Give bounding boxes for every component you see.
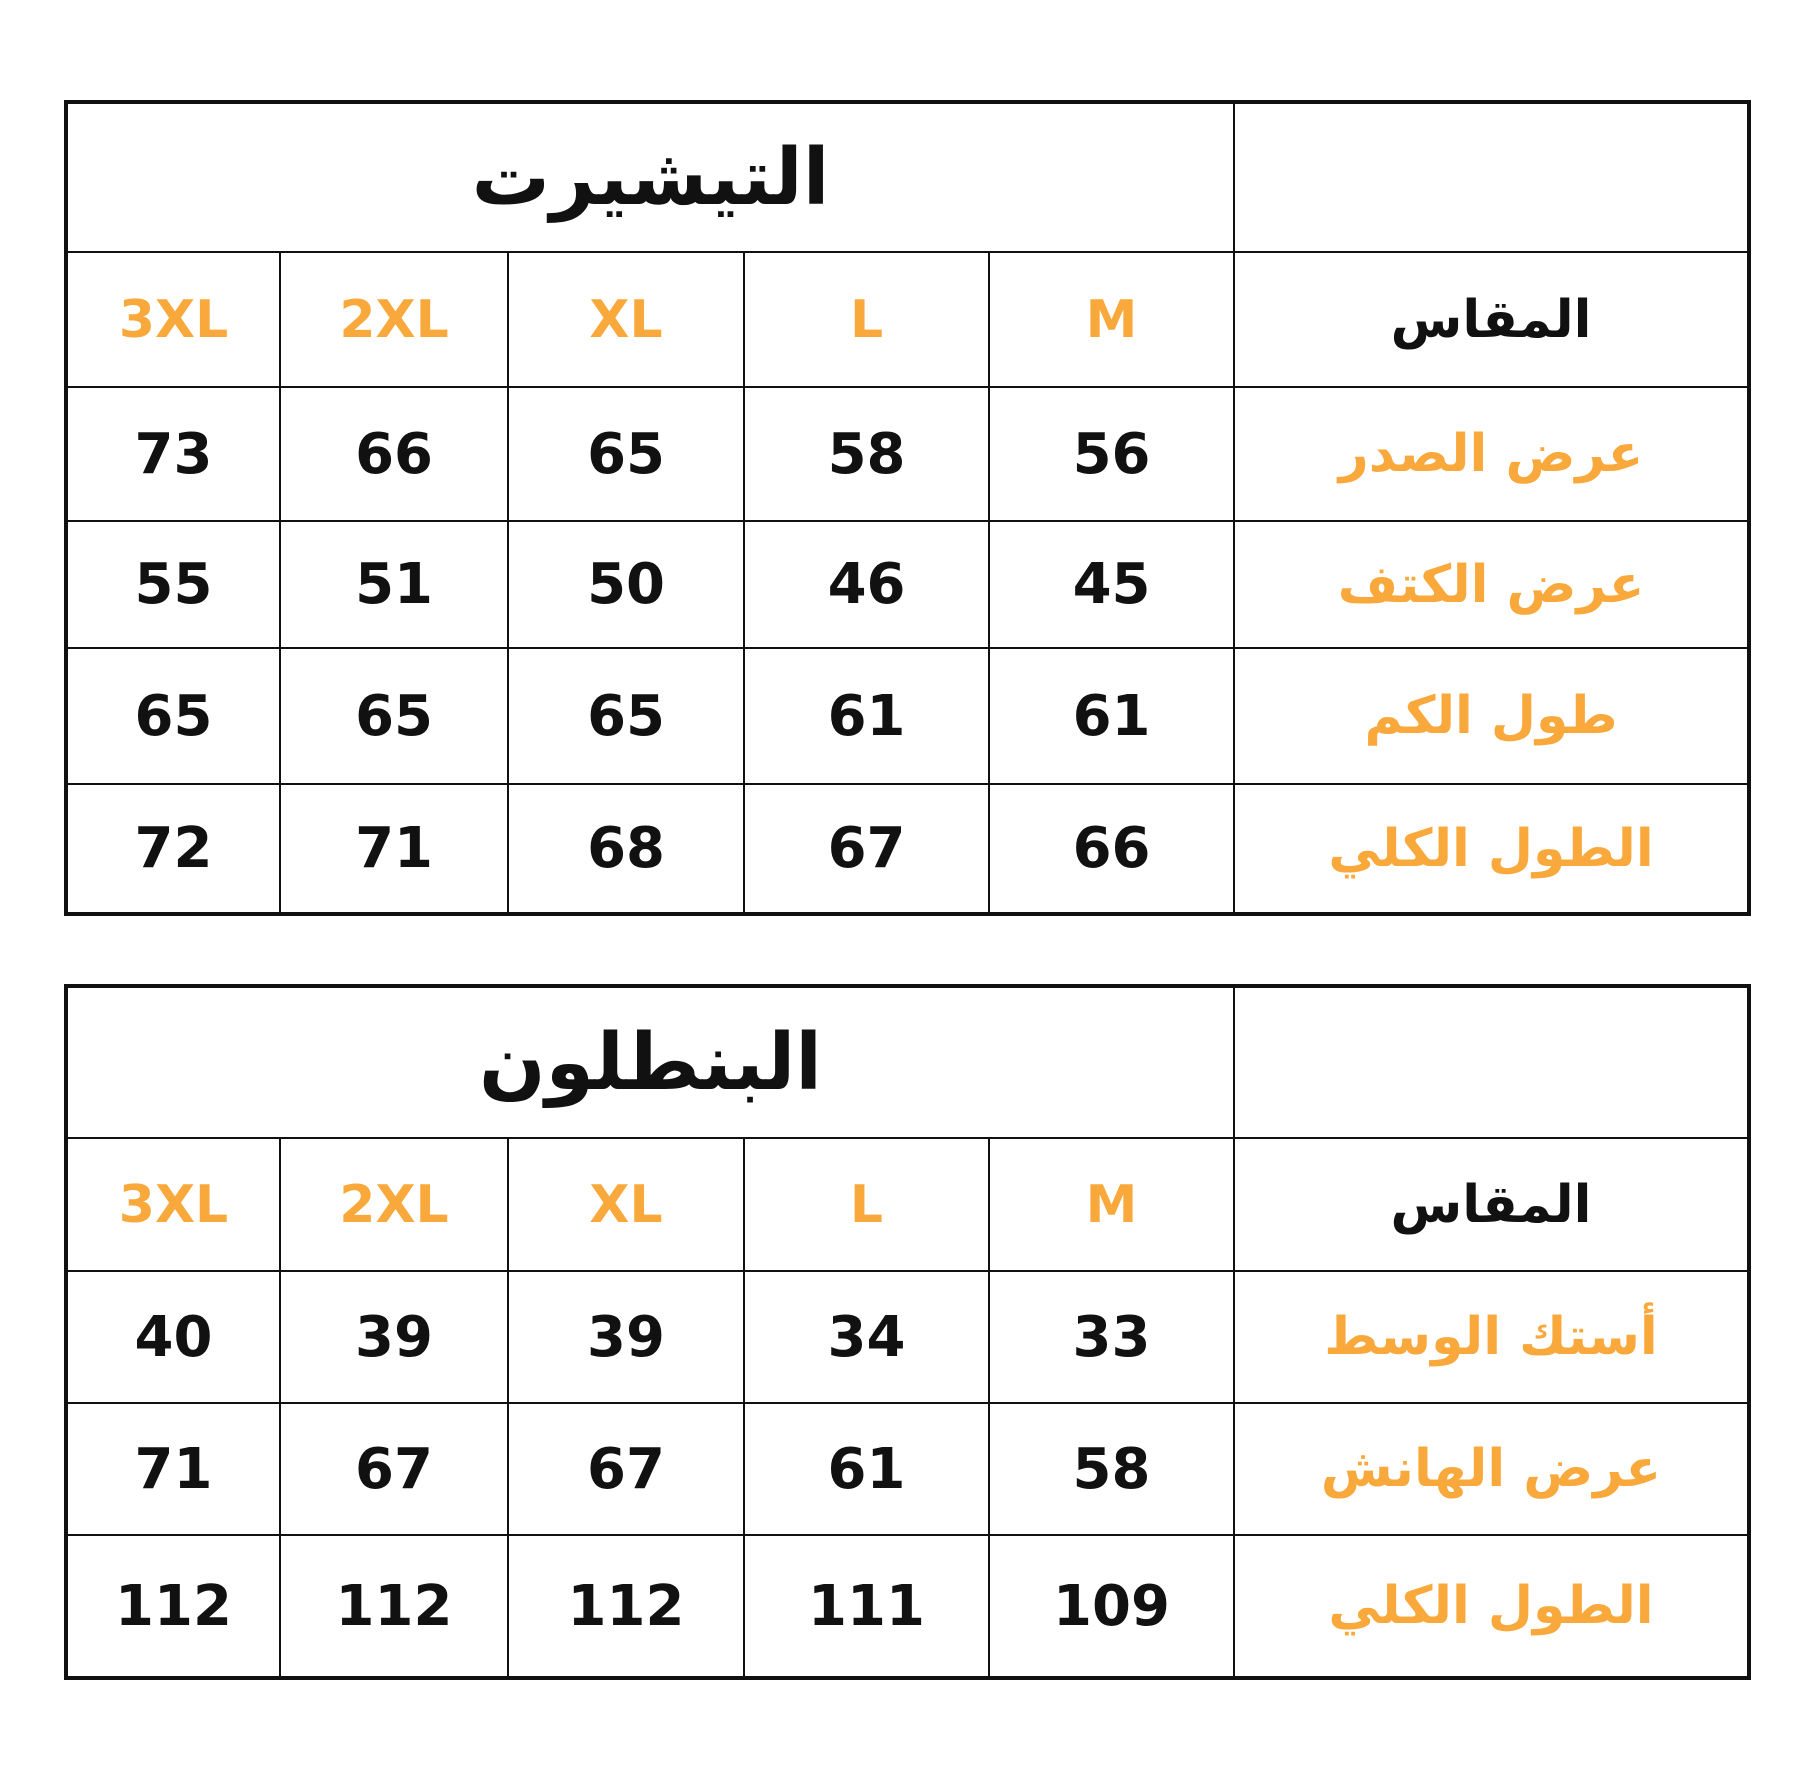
measure-value: 65	[507, 647, 746, 785]
measure-value: 109	[988, 1534, 1235, 1679]
pants-size-table: البنطلون المقاس M L XL 2XL 3XL أستك الوسط 33 34 39…	[64, 984, 1751, 1680]
title-row: التيشيرت	[64, 101, 1751, 253]
size-header: 2XL	[279, 1137, 509, 1272]
measure-value: 34	[743, 1270, 990, 1404]
row-label: الطول الكلي	[1233, 1534, 1750, 1679]
measure-value: 111	[743, 1534, 990, 1679]
measure-value: 66	[988, 783, 1236, 915]
measure-label: المقاس	[1233, 1137, 1750, 1272]
row-label: عرض الصدر	[1233, 386, 1751, 522]
measure-value: 39	[507, 1270, 745, 1404]
measure-value: 33	[988, 1270, 1235, 1404]
size-header-row: المقاس M L XL 2XL 3XL	[65, 1137, 1750, 1272]
size-header: XL	[507, 251, 746, 388]
measure-value: 40	[65, 1270, 281, 1404]
measure-value: 65	[279, 647, 510, 785]
measure-value: 67	[279, 1402, 509, 1536]
measure-value: 71	[279, 783, 510, 915]
measure-value: 58	[988, 1402, 1235, 1536]
row-label: طول الكم	[1233, 647, 1751, 785]
size-header: 2XL	[279, 251, 510, 388]
size-header: 3XL	[65, 1137, 281, 1272]
measure-value: 66	[279, 386, 510, 522]
table-title: التيشيرت	[64, 101, 1236, 253]
measure-value: 45	[988, 520, 1236, 649]
size-header: M	[988, 251, 1236, 388]
tshirt-size-table: التيشيرت المقاس M L XL 2XL 3XL عرض الصدر 56 58 65 6…	[64, 100, 1752, 916]
size-header-row: المقاس M L XL 2XL 3XL	[64, 251, 1751, 388]
table-title: البنطلون	[65, 985, 1235, 1139]
row-label: عرض الكتف	[1233, 520, 1751, 649]
measure-value: 56	[988, 386, 1236, 522]
table-row: الطول الكلي 66 67 68 71 72	[64, 783, 1751, 915]
measure-value: 61	[988, 647, 1236, 785]
measure-value: 65	[507, 386, 746, 522]
measure-value: 68	[507, 783, 746, 915]
measure-value: 55	[64, 520, 282, 649]
measure-value: 67	[507, 1402, 745, 1536]
measure-value: 112	[65, 1534, 281, 1679]
measure-value: 112	[507, 1534, 745, 1679]
measure-value: 61	[743, 1402, 990, 1536]
size-header: L	[743, 1137, 990, 1272]
size-header: L	[743, 251, 991, 388]
table-row: أستك الوسط 33 34 39 39 40	[65, 1270, 1750, 1404]
table-row: عرض الكتف 45 46 50 51 55	[64, 520, 1751, 649]
row-label: الطول الكلي	[1233, 783, 1751, 915]
table-row: الطول الكلي 109 111 112 112 112	[65, 1534, 1750, 1679]
row-label: عرض الهانش	[1233, 1402, 1750, 1536]
measure-value: 72	[64, 783, 282, 915]
measure-value: 58	[743, 386, 991, 522]
measure-value: 67	[743, 783, 991, 915]
measure-value: 112	[279, 1534, 509, 1679]
size-header: M	[988, 1137, 1235, 1272]
measure-value: 61	[743, 647, 991, 785]
empty-header-cell	[1233, 101, 1751, 253]
measure-value: 51	[279, 520, 510, 649]
size-header: 3XL	[64, 251, 282, 388]
measure-value: 71	[65, 1402, 281, 1536]
measure-label: المقاس	[1233, 251, 1751, 388]
table-row: عرض الصدر 56 58 65 66 73	[64, 386, 1751, 522]
size-header: XL	[507, 1137, 745, 1272]
measure-value: 50	[507, 520, 746, 649]
empty-header-cell	[1233, 985, 1750, 1139]
row-label: أستك الوسط	[1233, 1270, 1750, 1404]
title-row: البنطلون	[65, 985, 1750, 1139]
measure-value: 46	[743, 520, 991, 649]
measure-value: 73	[64, 386, 282, 522]
table-row: طول الكم 61 61 65 65 65	[64, 647, 1751, 785]
measure-value: 39	[279, 1270, 509, 1404]
measure-value: 65	[64, 647, 282, 785]
table-row: عرض الهانش 58 61 67 67 71	[65, 1402, 1750, 1536]
